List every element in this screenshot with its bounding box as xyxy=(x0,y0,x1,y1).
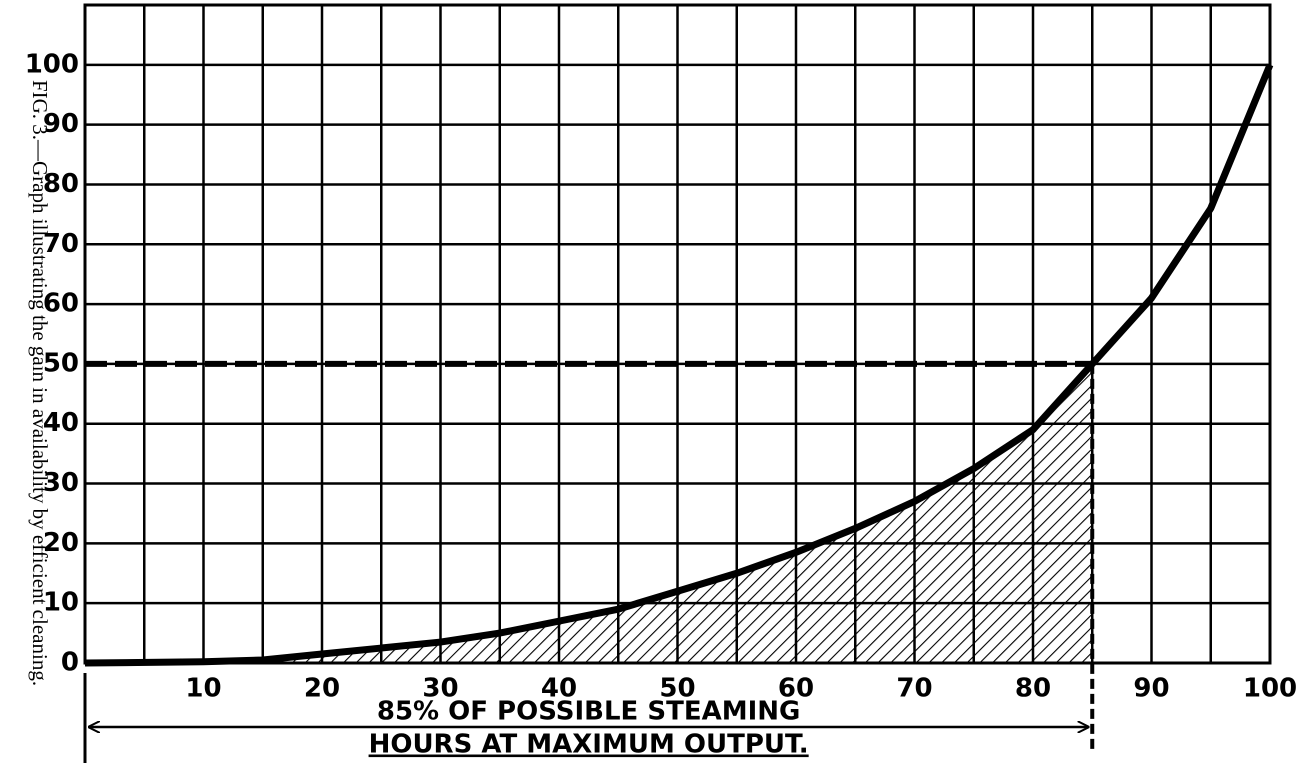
y-tick-label: 60 xyxy=(43,289,79,319)
x-tick-label: 40 xyxy=(541,674,577,704)
y-tick-label: 80 xyxy=(43,169,79,199)
plot-frame xyxy=(83,3,1272,665)
y-tick-label: 30 xyxy=(43,468,79,498)
y-tick-label: 20 xyxy=(43,528,79,558)
x-tick-label: 100 xyxy=(1243,674,1297,704)
y-tick-label: 10 xyxy=(43,588,79,618)
caption: FIG. 3.—Graph illustrating the gain in a… xyxy=(28,80,52,686)
y-tick-label: 0 xyxy=(61,648,79,678)
annotation: HOURS AT MAXIMUM OUTPUT. xyxy=(369,730,809,760)
x-tick-label: 60 xyxy=(778,674,814,704)
y-tick-label: 40 xyxy=(43,408,79,438)
curve xyxy=(84,63,1274,667)
x-tick-label: 70 xyxy=(896,674,932,704)
y-tick-label: 70 xyxy=(43,229,79,259)
x-tick-label: 80 xyxy=(1015,674,1051,704)
y-tick-label: 50 xyxy=(43,348,79,378)
x-tick-label: 10 xyxy=(185,674,221,704)
x-tick-label: 90 xyxy=(1133,674,1169,704)
y-tick-label: 100 xyxy=(25,49,79,79)
x-tick-label: 50 xyxy=(659,674,695,704)
annotation: 85% OF POSSIBLE STEAMING xyxy=(377,697,801,727)
x-tick-label: 20 xyxy=(304,674,340,704)
y-tick-label: 90 xyxy=(43,109,79,139)
x-tick-label: 30 xyxy=(422,674,458,704)
hatched-area xyxy=(85,363,1093,663)
